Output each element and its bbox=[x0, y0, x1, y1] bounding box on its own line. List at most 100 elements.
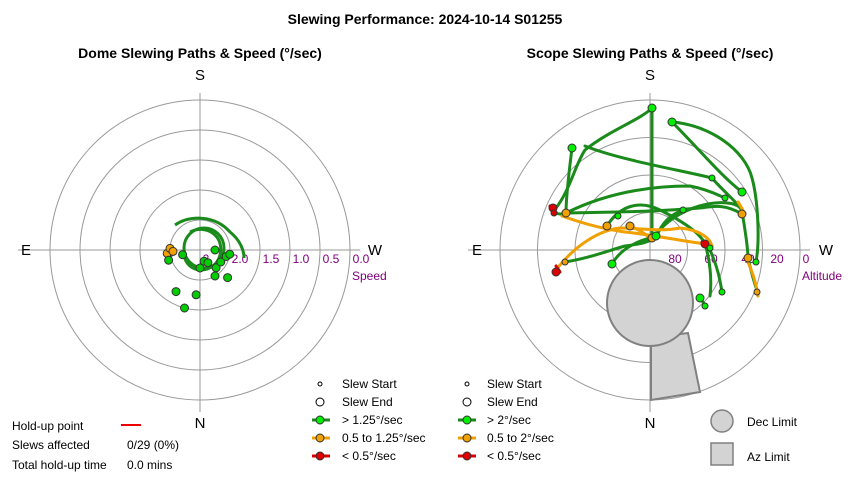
scope-slew-points bbox=[548, 103, 761, 310]
legend-az-limit: Az Limit bbox=[747, 450, 790, 464]
dome-compass-west: W bbox=[368, 242, 383, 259]
dome-radial-label: Speed bbox=[352, 269, 387, 283]
slews-affected-label: Slews affected bbox=[12, 438, 90, 452]
legend-slew-start-icon bbox=[317, 381, 323, 387]
dome-point bbox=[225, 249, 235, 259]
scope-path bbox=[583, 144, 744, 212]
legend-medium-icon bbox=[462, 433, 472, 443]
dome-legend: Slew Start Slew End > 1.25°/sec 0.5 to 1… bbox=[312, 377, 426, 463]
legend-fast: > 2°/sec bbox=[487, 413, 531, 427]
scope-point bbox=[743, 253, 753, 263]
legend-medium: 0.5 to 1.25°/sec bbox=[342, 431, 426, 445]
dome-radial-tick: 0.0 bbox=[353, 252, 370, 266]
scope-radial-tick: 0 bbox=[803, 252, 810, 266]
legend-fast-icon bbox=[462, 415, 472, 425]
scope-polar-plot: Scope Slewing Paths & Speed (°/sec) S N … bbox=[468, 45, 842, 432]
scope-chart-title: Scope Slewing Paths & Speed (°/sec) bbox=[527, 45, 774, 61]
slews-affected-value: 0/29 (0%) bbox=[127, 438, 179, 452]
dome-path bbox=[182, 227, 223, 272]
scope-point bbox=[602, 221, 612, 231]
dome-slew-points bbox=[162, 243, 235, 313]
holdup-time-value: 0.0 mins bbox=[127, 458, 172, 472]
legend-slew-end-icon bbox=[462, 397, 472, 407]
scope-legend: Slew Start Slew End > 2°/sec 0.5 to 2°/s… bbox=[458, 377, 798, 466]
scope-point bbox=[647, 103, 657, 113]
legend-medium-icon bbox=[315, 433, 325, 443]
chart-title: Slewing Performance: 2024-10-14 S01255 bbox=[288, 11, 563, 27]
scope-radial-ticks: 806040200 bbox=[668, 252, 809, 266]
legend-slow: < 0.5°/sec bbox=[487, 449, 541, 463]
dome-radial-tick: 0.5 bbox=[323, 252, 340, 266]
legend-fast: > 1.25°/sec bbox=[342, 413, 403, 427]
scope-point bbox=[561, 258, 569, 266]
legend-slow-icon bbox=[315, 451, 325, 461]
dome-point bbox=[210, 271, 220, 281]
scope-point bbox=[551, 267, 561, 277]
dome-point bbox=[210, 245, 220, 255]
scope-dec-limit-shape bbox=[606, 259, 694, 347]
dome-point bbox=[180, 303, 189, 313]
dome-chart-title: Dome Slewing Paths & Speed (°/sec) bbox=[78, 45, 322, 61]
legend-slew-end-icon bbox=[315, 397, 325, 407]
scope-point bbox=[607, 259, 617, 269]
dome-point bbox=[223, 273, 233, 283]
dome-point bbox=[195, 263, 205, 273]
dome-point bbox=[178, 250, 188, 260]
scope-compass-south: S bbox=[645, 67, 655, 84]
scope-point bbox=[561, 208, 571, 218]
scope-point bbox=[706, 244, 714, 252]
dome-point bbox=[168, 246, 178, 256]
scope-point bbox=[753, 288, 761, 296]
dome-radial-tick: 1.5 bbox=[263, 252, 280, 266]
scope-point bbox=[701, 302, 709, 310]
scope-point bbox=[667, 117, 677, 127]
legend-slow-icon bbox=[462, 451, 472, 461]
legend-dec-limit-icon bbox=[710, 409, 734, 433]
dome-radial-tick: 1.0 bbox=[293, 252, 310, 266]
scope-point bbox=[614, 212, 622, 220]
scope-radial-tick: 20 bbox=[770, 252, 784, 266]
scope-point bbox=[737, 187, 747, 197]
scope-path bbox=[670, 120, 744, 194]
scope-point bbox=[695, 293, 705, 303]
scope-path bbox=[564, 184, 727, 215]
legend-slew-start-icon bbox=[464, 381, 470, 387]
scope-point bbox=[737, 209, 747, 219]
dome-compass-south: S bbox=[195, 67, 205, 84]
scope-point bbox=[721, 194, 729, 202]
dome-radial-tick: 2.0 bbox=[232, 252, 249, 266]
scope-point bbox=[550, 209, 558, 217]
dome-grid bbox=[18, 93, 360, 412]
scope-point bbox=[752, 258, 760, 266]
legend-dec-limit: Dec Limit bbox=[747, 415, 798, 429]
dome-slew-paths bbox=[174, 216, 246, 272]
scope-point bbox=[651, 231, 661, 241]
legend-slew-end: Slew End bbox=[342, 395, 393, 409]
legend-slew-end: Slew End bbox=[487, 395, 538, 409]
scope-point bbox=[625, 221, 635, 231]
scope-radial-label: Altitude bbox=[802, 269, 842, 283]
scope-point bbox=[718, 288, 726, 296]
dome-point bbox=[191, 290, 201, 300]
dome-point bbox=[216, 257, 226, 267]
holdup-point-label: Hold-up point bbox=[12, 419, 84, 433]
scope-point bbox=[708, 174, 716, 182]
scope-path bbox=[670, 120, 760, 264]
scope-point bbox=[679, 206, 687, 214]
holdup-info: Hold-up point Slews affected 0/29 (0%) T… bbox=[12, 419, 179, 472]
dome-point bbox=[171, 287, 181, 297]
legend-medium: 0.5 to 2°/sec bbox=[487, 431, 554, 445]
scope-point bbox=[700, 239, 710, 249]
scope-compass-east: E bbox=[472, 242, 482, 259]
dome-point bbox=[164, 255, 174, 265]
legend-slew-start: Slew Start bbox=[487, 377, 542, 391]
scope-radial-tick: 80 bbox=[668, 252, 682, 266]
dome-polar-plot: Dome Slewing Paths & Speed (°/sec) S N E… bbox=[18, 45, 387, 432]
dome-compass-east: E bbox=[21, 242, 31, 259]
scope-compass-west: W bbox=[819, 242, 834, 259]
legend-slow: < 0.5°/sec bbox=[342, 449, 396, 463]
legend-fast-icon bbox=[315, 415, 325, 425]
scope-path bbox=[560, 214, 707, 246]
holdup-time-label: Total hold-up time bbox=[12, 458, 107, 472]
